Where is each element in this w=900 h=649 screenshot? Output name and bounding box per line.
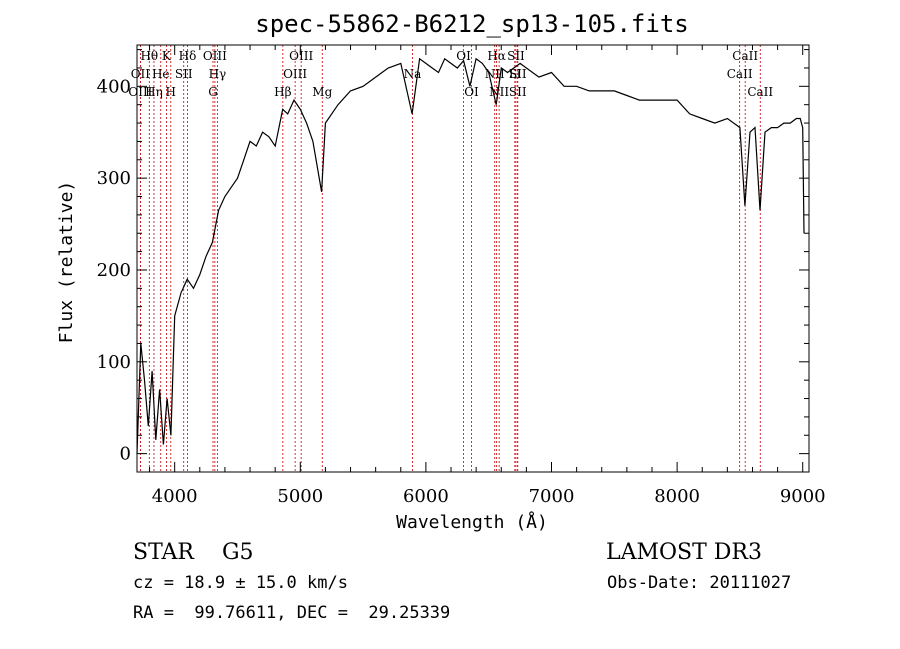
- marker-label: OII: [131, 67, 151, 81]
- line-markers: [139, 45, 761, 472]
- marker-label: Hη: [145, 85, 163, 99]
- x-tick-label: 5000: [277, 486, 323, 507]
- spectrum-series-line: [136, 57, 805, 454]
- marker-label: He: [152, 67, 170, 81]
- y-tick-label: 200: [97, 260, 131, 281]
- marker-label: SII: [507, 49, 525, 63]
- x-tick-label: 6000: [403, 486, 449, 507]
- x-tick-label: 8000: [654, 486, 700, 507]
- y-tick-label: 0: [120, 444, 131, 465]
- marker-label: Hθ: [140, 49, 158, 63]
- x-axis-ticks: 4000 5000 6000 7000 8000 9000: [149, 45, 826, 507]
- x-tick-label: 4000: [152, 486, 198, 507]
- y-axis-label: Flux (relative): [56, 181, 77, 344]
- marker-label: Hδ: [179, 49, 197, 63]
- marker-label: OIII: [128, 85, 152, 99]
- marker-label: CaII: [747, 85, 773, 99]
- marker-label: OIII: [289, 49, 313, 63]
- y-tick-label: 100: [97, 352, 131, 373]
- marker-label: Mg: [312, 85, 332, 99]
- y-tick-label: 300: [97, 168, 131, 189]
- marker-label: K: [162, 49, 172, 63]
- survey-name: LAMOST DR3: [606, 540, 762, 565]
- marker-label: G: [208, 85, 218, 99]
- coordinates-readout: RA = 99.76611, DEC = 29.25339: [133, 603, 451, 623]
- marker-label: CaII: [727, 67, 753, 81]
- marker-label: OIII: [203, 49, 227, 63]
- marker-label: SII: [509, 67, 527, 81]
- x-tick-label: 7000: [529, 486, 575, 507]
- marker-label: OI: [456, 49, 471, 63]
- marker-label: OI: [464, 85, 479, 99]
- y-tick-label: 400: [97, 76, 131, 97]
- marker-label: OIII: [283, 67, 307, 81]
- marker-label: Hγ: [209, 67, 227, 81]
- observation-date: Obs-Date: 20111027: [607, 573, 792, 593]
- marker-label: SII: [509, 85, 527, 99]
- x-tick-label: 9000: [780, 486, 826, 507]
- y-axis-ticks: 0 100 200 300 400: [97, 49, 809, 465]
- chart-title: spec-55862-B6212_sp13-105.fits: [255, 10, 688, 38]
- marker-label: Hα: [487, 49, 506, 63]
- marker-label: Li: [509, 67, 521, 81]
- marker-label: CaII: [732, 49, 758, 63]
- plot-frame: [136, 44, 810, 473]
- x-axis-label: Wavelength (Å): [396, 511, 548, 533]
- marker-label: Hβ: [274, 85, 291, 99]
- redshift-readout: cz = 18.9 ± 15.0 km/s: [133, 573, 348, 593]
- marker-label: H: [166, 85, 176, 99]
- object-class: STAR G5: [133, 540, 254, 565]
- marker-label: SII: [175, 67, 193, 81]
